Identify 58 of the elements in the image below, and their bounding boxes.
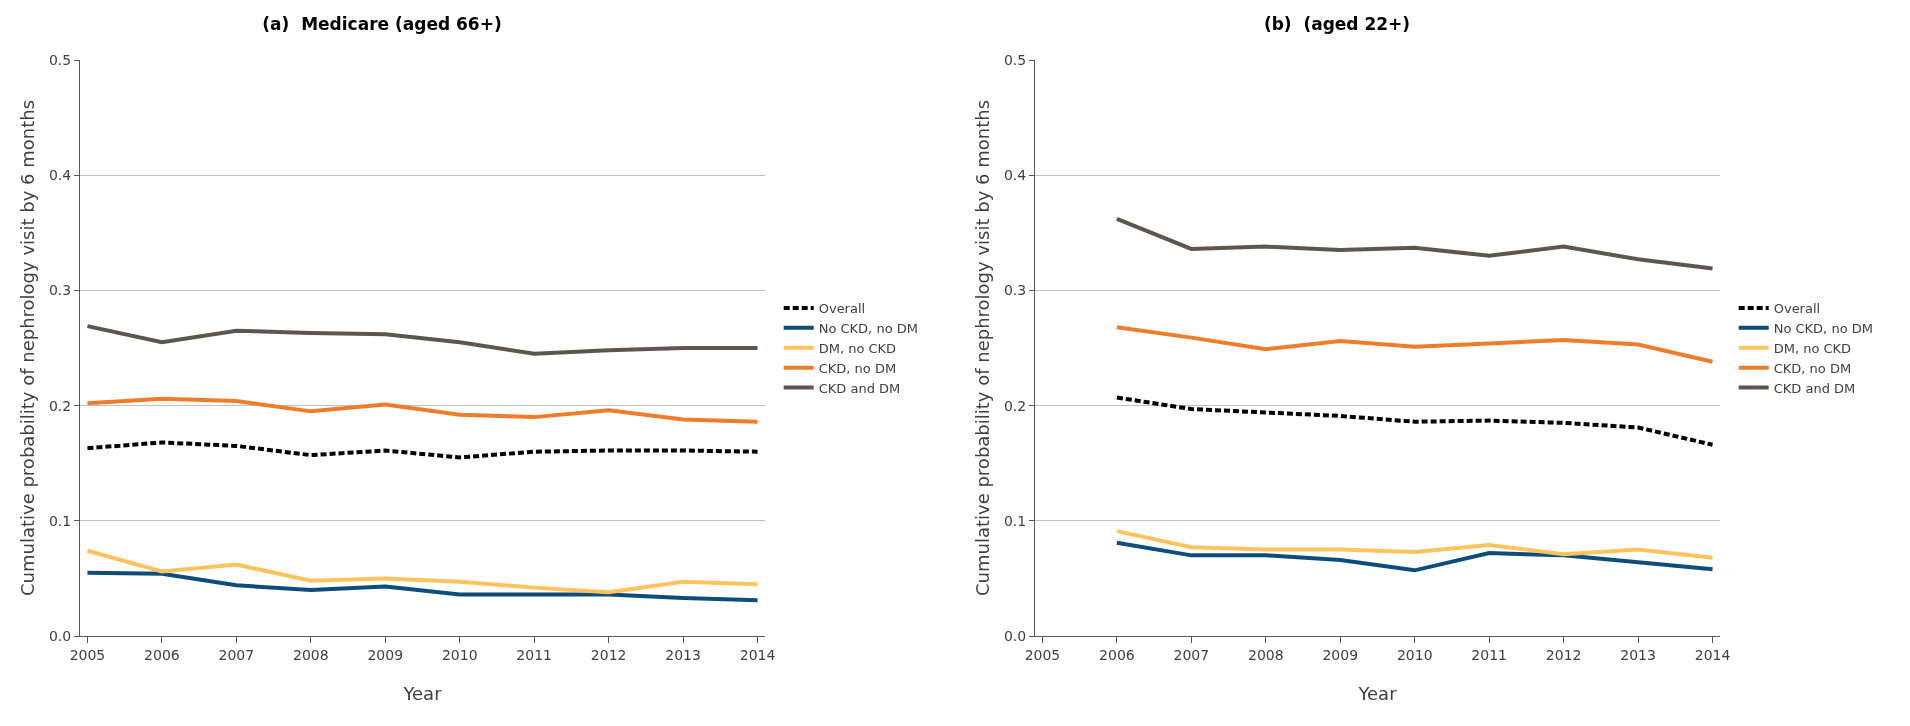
x-tick-label: 2011 bbox=[1471, 646, 1507, 663]
legend-label: CKD, no DM bbox=[1773, 360, 1852, 376]
legend-label: No CKD, no DM bbox=[1773, 320, 1873, 336]
y-tick-label: 0.4 bbox=[48, 167, 72, 184]
line-series bbox=[1114, 529, 1715, 560]
x-tick-label: 2006 bbox=[1099, 646, 1135, 663]
y-tick-label: 0.5 bbox=[1003, 51, 1027, 68]
x-tick-label: 2005 bbox=[1024, 646, 1061, 663]
y-tick-label: 0.4 bbox=[1003, 167, 1027, 184]
legend-label: DM, no CKD bbox=[818, 340, 897, 356]
x-tick-label: 2007 bbox=[1173, 646, 1210, 663]
legend-label: Overall bbox=[818, 301, 866, 317]
line-series bbox=[1114, 395, 1715, 447]
chart-title: (a) Medicare (aged 66+) bbox=[262, 14, 502, 35]
x-tick-label: 2009 bbox=[367, 646, 404, 663]
line-series bbox=[1114, 540, 1715, 573]
y-tick-label: 0.2 bbox=[48, 397, 72, 414]
line-series bbox=[85, 548, 760, 595]
chart-title: (b) (aged 22+) bbox=[1263, 14, 1411, 35]
x-tick-label: 2008 bbox=[293, 646, 329, 663]
y-tick-label: 0.2 bbox=[1003, 397, 1027, 414]
x-tick-label: 2013 bbox=[1620, 646, 1656, 663]
legend-label: CKD, no DM bbox=[818, 360, 897, 376]
y-tick-label: 0.0 bbox=[1003, 627, 1027, 644]
x-tick-label: 2014 bbox=[739, 646, 776, 663]
x-tick-label: 2010 bbox=[441, 646, 478, 663]
x-axis-title: Year bbox=[402, 683, 443, 704]
legend-label: CKD and DM bbox=[818, 380, 901, 396]
x-tick-label: 2013 bbox=[665, 646, 701, 663]
x-tick-label: 2014 bbox=[1694, 646, 1731, 663]
y-axis-title: Cumulative probability of nephrology visit by 6 months bbox=[972, 99, 993, 597]
line-series bbox=[85, 324, 760, 356]
y-tick-label: 0.0 bbox=[48, 627, 72, 644]
x-tick-label: 2012 bbox=[590, 646, 627, 663]
x-tick-label: 2008 bbox=[1248, 646, 1284, 663]
legend-label: No CKD, no DM bbox=[818, 320, 918, 336]
legend-label: CKD and DM bbox=[1773, 380, 1856, 396]
x-axis-title: Year bbox=[1357, 683, 1398, 704]
y-axis-title: Cumulative probability of nephrology visit by 6 months bbox=[17, 99, 38, 597]
line-series bbox=[1114, 216, 1715, 271]
line-series bbox=[85, 570, 760, 603]
y-tick-label: 0.3 bbox=[1003, 282, 1027, 299]
y-tick-label: 0.1 bbox=[48, 512, 72, 529]
legend-label: Overall bbox=[1773, 301, 1821, 317]
line-series bbox=[85, 396, 760, 424]
y-tick-label: 0.5 bbox=[48, 51, 72, 68]
x-tick-label: 2005 bbox=[69, 646, 106, 663]
x-tick-label: 2007 bbox=[218, 646, 255, 663]
x-tick-label: 2011 bbox=[516, 646, 552, 663]
line-series bbox=[85, 440, 760, 460]
x-tick-label: 2012 bbox=[1545, 646, 1582, 663]
legend-label: DM, no CKD bbox=[1773, 340, 1852, 356]
y-tick-label: 0.3 bbox=[48, 282, 72, 299]
y-tick-label: 0.1 bbox=[1003, 512, 1027, 529]
x-tick-label: 2010 bbox=[1396, 646, 1433, 663]
x-tick-label: 2009 bbox=[1322, 646, 1359, 663]
x-tick-label: 2006 bbox=[144, 646, 180, 663]
line-series bbox=[1114, 325, 1715, 364]
